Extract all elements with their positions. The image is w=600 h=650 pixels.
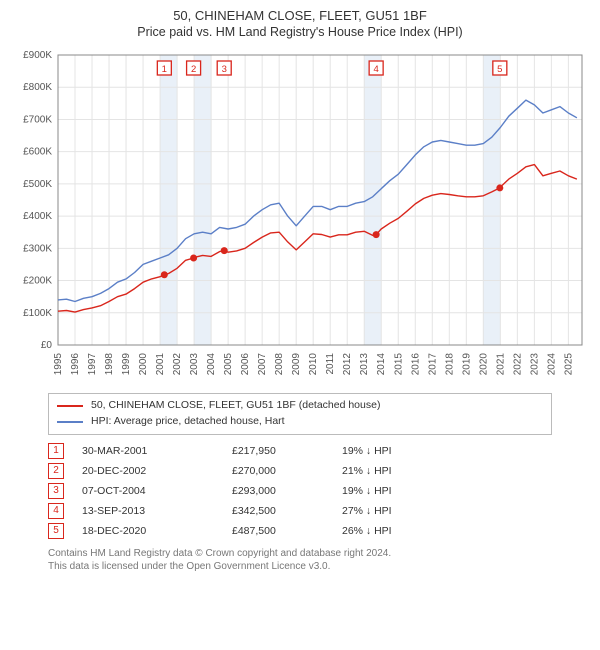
svg-text:2012: 2012 [342, 353, 353, 376]
sale-date: 13-SEP-2013 [82, 505, 232, 517]
price-chart: £0 £100K £200K £300K £400K £500K £600K £700K £80… [8, 45, 592, 385]
svg-text:2014: 2014 [376, 353, 387, 376]
svg-text:2003: 2003 [189, 353, 200, 376]
svg-text:£300K: £300K [23, 243, 52, 254]
sale-date: 18-DEC-2020 [82, 525, 232, 537]
sales-table: 130-MAR-2001£217,95019% ↓ HPI220-DEC-200… [48, 441, 552, 541]
svg-text:2020: 2020 [478, 353, 489, 376]
sale-marker-icon: 5 [48, 523, 64, 539]
svg-text:£100K: £100K [23, 308, 52, 319]
sale-date: 30-MAR-2001 [82, 445, 232, 457]
sale-price: £217,950 [232, 445, 342, 457]
sale-diff: 19% ↓ HPI [342, 445, 452, 457]
sale-price: £342,500 [232, 505, 342, 517]
svg-text:£400K: £400K [23, 211, 52, 222]
svg-text:£700K: £700K [23, 114, 52, 125]
svg-text:2016: 2016 [410, 353, 421, 376]
svg-text:1995: 1995 [53, 353, 64, 376]
sales-row: 5 18-DEC-2020£487,50026% ↓ HPI [48, 521, 552, 541]
sale-price: £293,000 [232, 485, 342, 497]
sale-marker-icon: 2 [48, 463, 64, 479]
svg-text:2011: 2011 [325, 353, 336, 375]
svg-text:1996: 1996 [70, 353, 81, 376]
legend-label: HPI: Average price, detached house, Hart [91, 414, 285, 430]
sales-row: 3 07-OCT-2004£293,00019% ↓ HPI [48, 481, 552, 501]
sale-diff: 19% ↓ HPI [342, 485, 452, 497]
svg-text:2005: 2005 [223, 353, 234, 376]
sale-marker-icon: 4 [48, 503, 64, 519]
legend: 50, CHINEHAM CLOSE, FLEET, GU51 1BF (det… [48, 393, 552, 435]
svg-text:£800K: £800K [23, 82, 52, 93]
svg-text:4: 4 [373, 64, 378, 75]
svg-text:2002: 2002 [172, 353, 183, 376]
svg-text:5: 5 [497, 64, 502, 75]
svg-text:2018: 2018 [444, 353, 455, 376]
sale-price: £270,000 [232, 465, 342, 477]
sales-row: 2 20-DEC-2002£270,00021% ↓ HPI [48, 461, 552, 481]
svg-text:2022: 2022 [512, 353, 523, 376]
footer-line: This data is licensed under the Open Gov… [48, 560, 552, 574]
svg-text:2006: 2006 [240, 353, 251, 376]
svg-text:£900K: £900K [23, 50, 52, 61]
svg-text:£0: £0 [41, 340, 53, 351]
svg-text:£200K: £200K [23, 276, 52, 287]
svg-text:2024: 2024 [546, 353, 557, 376]
legend-item-property: 50, CHINEHAM CLOSE, FLEET, GU51 1BF (det… [57, 398, 543, 414]
sale-price: £487,500 [232, 525, 342, 537]
sale-diff: 26% ↓ HPI [342, 525, 452, 537]
legend-item-hpi: HPI: Average price, detached house, Hart [57, 414, 543, 430]
svg-text:2023: 2023 [529, 353, 540, 376]
legend-label: 50, CHINEHAM CLOSE, FLEET, GU51 1BF (det… [91, 398, 380, 414]
svg-text:3: 3 [222, 64, 227, 75]
sales-row: 1 30-MAR-2001£217,95019% ↓ HPI [48, 441, 552, 461]
sale-marker-icon: 1 [48, 443, 64, 459]
sale-diff: 21% ↓ HPI [342, 465, 452, 477]
svg-text:2015: 2015 [393, 353, 404, 376]
chart-subtitle: Price paid vs. HM Land Registry's House … [8, 25, 592, 39]
svg-text:2010: 2010 [308, 353, 319, 376]
sale-diff: 27% ↓ HPI [342, 505, 452, 517]
svg-text:2009: 2009 [291, 353, 302, 376]
svg-text:1: 1 [162, 64, 167, 75]
svg-text:2: 2 [191, 64, 196, 75]
svg-text:2017: 2017 [427, 353, 438, 376]
svg-text:£500K: £500K [23, 179, 52, 190]
sale-date: 07-OCT-2004 [82, 485, 232, 497]
svg-text:1997: 1997 [87, 353, 98, 376]
svg-text:£600K: £600K [23, 147, 52, 158]
svg-text:2001: 2001 [155, 353, 166, 376]
svg-text:2021: 2021 [495, 353, 506, 376]
svg-text:2008: 2008 [274, 353, 285, 376]
svg-text:2004: 2004 [206, 353, 217, 376]
chart-title-address: 50, CHINEHAM CLOSE, FLEET, GU51 1BF [8, 8, 592, 23]
sale-date: 20-DEC-2002 [82, 465, 232, 477]
svg-text:1998: 1998 [104, 353, 115, 376]
svg-text:2007: 2007 [257, 353, 268, 376]
svg-text:1999: 1999 [121, 353, 132, 376]
footer-line: Contains HM Land Registry data © Crown c… [48, 547, 552, 561]
attribution-footer: Contains HM Land Registry data © Crown c… [48, 547, 552, 574]
svg-text:2019: 2019 [461, 353, 472, 376]
sales-row: 4 13-SEP-2013£342,50027% ↓ HPI [48, 501, 552, 521]
sale-marker-icon: 3 [48, 483, 64, 499]
svg-text:2013: 2013 [359, 353, 370, 376]
svg-text:2025: 2025 [563, 353, 574, 376]
svg-text:2000: 2000 [138, 353, 149, 376]
